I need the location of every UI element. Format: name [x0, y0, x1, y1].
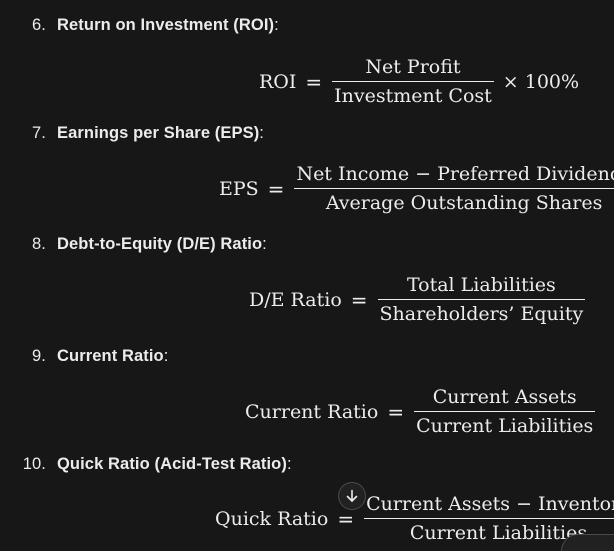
equals-sign: =	[337, 506, 355, 531]
list-title-label: Current Ratio	[57, 347, 164, 365]
formula-lhs: ROI	[259, 70, 297, 93]
list-title-suffix: :	[259, 124, 264, 142]
list-number: 8.	[32, 235, 46, 253]
floating-action-pill[interactable]	[561, 534, 614, 551]
fraction-denominator: Average Outstanding Shares	[325, 192, 603, 214]
equals-sign: =	[350, 287, 368, 312]
list-number: 6.	[32, 16, 46, 34]
formula-lhs: D/E Ratio	[249, 288, 342, 311]
fraction-bar	[377, 299, 586, 300]
formula-de-ratio: D/E Ratio = Total Liabilities Shareholde…	[249, 274, 588, 325]
equals-sign: =	[305, 69, 323, 94]
list-title-label: Quick Ratio (Acid-Test Ratio)	[57, 455, 287, 473]
fraction: Net Profit Investment Cost	[329, 56, 497, 107]
list-number: 9.	[32, 347, 46, 365]
list-title: Earnings per Share (EPS):	[57, 124, 264, 143]
list-number: 10.	[22, 455, 46, 473]
formula-multiplier: × 100%	[502, 70, 580, 93]
formula-quick-ratio: Quick Ratio = Current Assets − Inventory…	[215, 493, 614, 544]
list-title-label: Return on Investment (ROI)	[57, 16, 275, 34]
fraction-numerator: Net Income − Preferred Dividends	[296, 163, 614, 185]
fraction-numerator: Current Assets	[432, 386, 577, 408]
fraction-numerator: Net Profit	[365, 56, 461, 78]
fraction: Current Assets − Inventory Current Liabi…	[361, 493, 614, 544]
scroll-to-bottom-button[interactable]	[338, 482, 366, 510]
equals-sign: =	[387, 399, 405, 424]
fraction-bar	[414, 411, 596, 412]
list-title: Return on Investment (ROI):	[57, 16, 279, 35]
formula-roi: ROI = Net Profit Investment Cost × 100%	[259, 56, 579, 107]
fraction-bar	[294, 188, 614, 189]
fraction-denominator: Shareholders’ Equity	[379, 303, 584, 325]
formula-current-ratio: Current Ratio = Current Assets Current L…	[245, 386, 598, 437]
list-title: Debt-to-Equity (D/E) Ratio:	[57, 235, 267, 254]
fraction-bar	[332, 81, 494, 82]
formula-lhs: Current Ratio	[245, 400, 379, 423]
fraction: Current Assets Current Liabilities	[411, 386, 598, 437]
fraction-bar	[364, 518, 614, 519]
fraction: Total Liabilities Shareholders’ Equity	[375, 274, 589, 325]
fraction-denominator: Current Liabilities	[416, 415, 594, 437]
formula-lhs: Quick Ratio	[215, 507, 329, 530]
list-title-suffix: :	[286, 455, 292, 473]
formula-eps: EPS = Net Income − Preferred Dividends A…	[219, 163, 614, 214]
fraction-numerator: Current Assets − Inventory	[366, 493, 614, 515]
fraction-numerator: Total Liabilities	[406, 274, 556, 296]
fraction-denominator: Current Liabilities	[409, 522, 588, 544]
list-title-label: Debt-to-Equity (D/E) Ratio	[57, 235, 263, 253]
list-title-suffix: :	[262, 235, 267, 253]
fraction: Net Income − Preferred Dividends Average…	[291, 163, 614, 214]
formula-lhs: EPS	[219, 177, 259, 200]
list-title: Current Ratio:	[57, 347, 168, 366]
equals-sign: =	[267, 176, 285, 201]
list-title: Quick Ratio (Acid-Test Ratio):	[57, 455, 292, 474]
arrow-down-icon	[346, 489, 358, 502]
list-number: 7.	[32, 124, 46, 142]
list-title-suffix: :	[274, 16, 279, 34]
list-title-suffix: :	[163, 347, 169, 365]
list-title-label: Earnings per Share (EPS)	[57, 124, 260, 142]
fraction-denominator: Investment Cost	[334, 85, 492, 107]
